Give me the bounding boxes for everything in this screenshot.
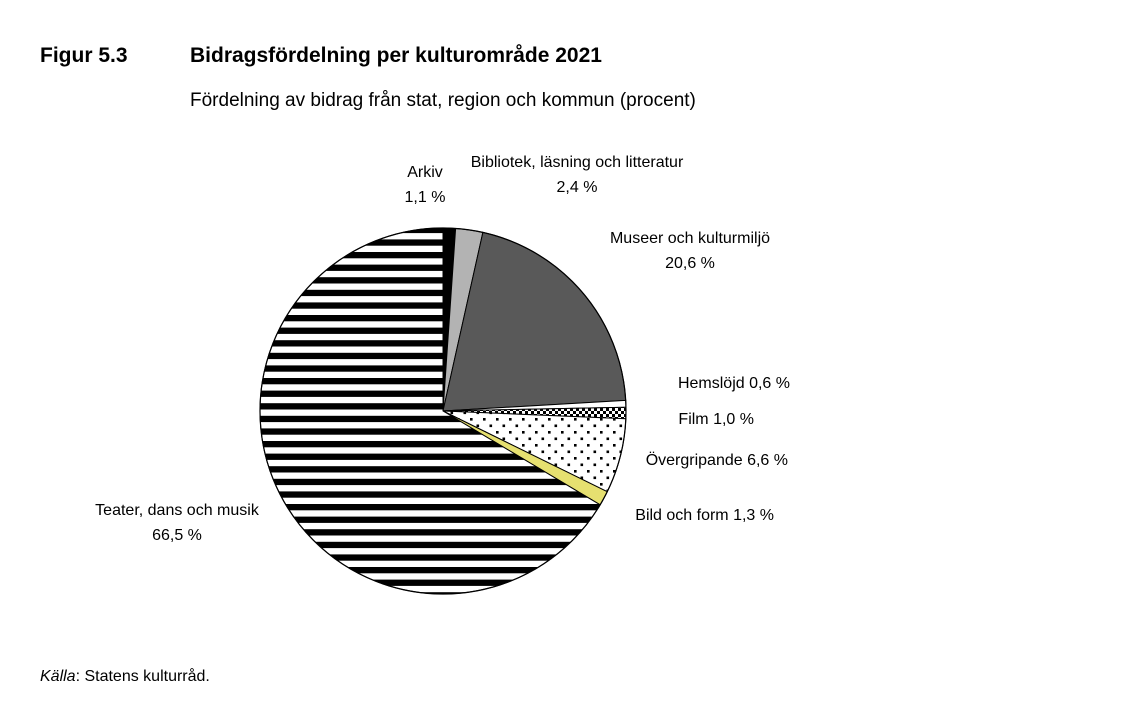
source-note: Källa: Statens kulturråd. [40, 668, 210, 686]
slice-label-teater: Teater, dans och musik 66,5 % [95, 502, 260, 544]
slice-label-line: Film 1,0 % [678, 411, 754, 428]
slice-label-line: Hemslöjd 0,6 % [678, 375, 790, 392]
figure-subtitle: Fördelning av bidrag från stat, region o… [190, 90, 696, 111]
slice-label-bibliotek: Bibliotek, läsning och litteratur 2,4 % [471, 154, 684, 196]
slice-label-bild: Bild och form 1,3 % [635, 507, 774, 524]
slice-label-film: Film 1,0 % [678, 411, 754, 428]
slice-label-line: 1,1 % [405, 189, 446, 206]
slice-label-arkiv: Arkiv 1,1 % [405, 164, 446, 206]
slice-label-line: 20,6 % [665, 255, 715, 272]
slice-label-line: Museer och kulturmiljö [610, 230, 770, 247]
slice-label-line: Arkiv [407, 164, 443, 181]
slice-label-museer: Museer och kulturmiljö 20,6 % [610, 230, 770, 272]
slice-label-line: Bild och form 1,3 % [635, 507, 774, 524]
figure-number: Figur 5.3 [40, 44, 128, 67]
source-prefix: Källa [40, 668, 76, 685]
figure-title: Bidragsfördelning per kulturområde 2021 [190, 44, 602, 67]
source-text: : Statens kulturråd. [75, 668, 210, 685]
slice-label-line: 66,5 % [152, 527, 202, 544]
slice-label-line: Teater, dans och musik [95, 502, 260, 519]
slice-label-line: Övergripande 6,6 % [646, 451, 788, 469]
pie-outline [259, 227, 627, 595]
slice-label-line: Bibliotek, läsning och litteratur [471, 154, 684, 171]
slice-label-overgripande: Övergripande 6,6 % [646, 451, 788, 469]
slice-label-hemslojd: Hemslöjd 0,6 % [678, 375, 790, 392]
slice-label-line: 2,4 % [557, 179, 598, 196]
